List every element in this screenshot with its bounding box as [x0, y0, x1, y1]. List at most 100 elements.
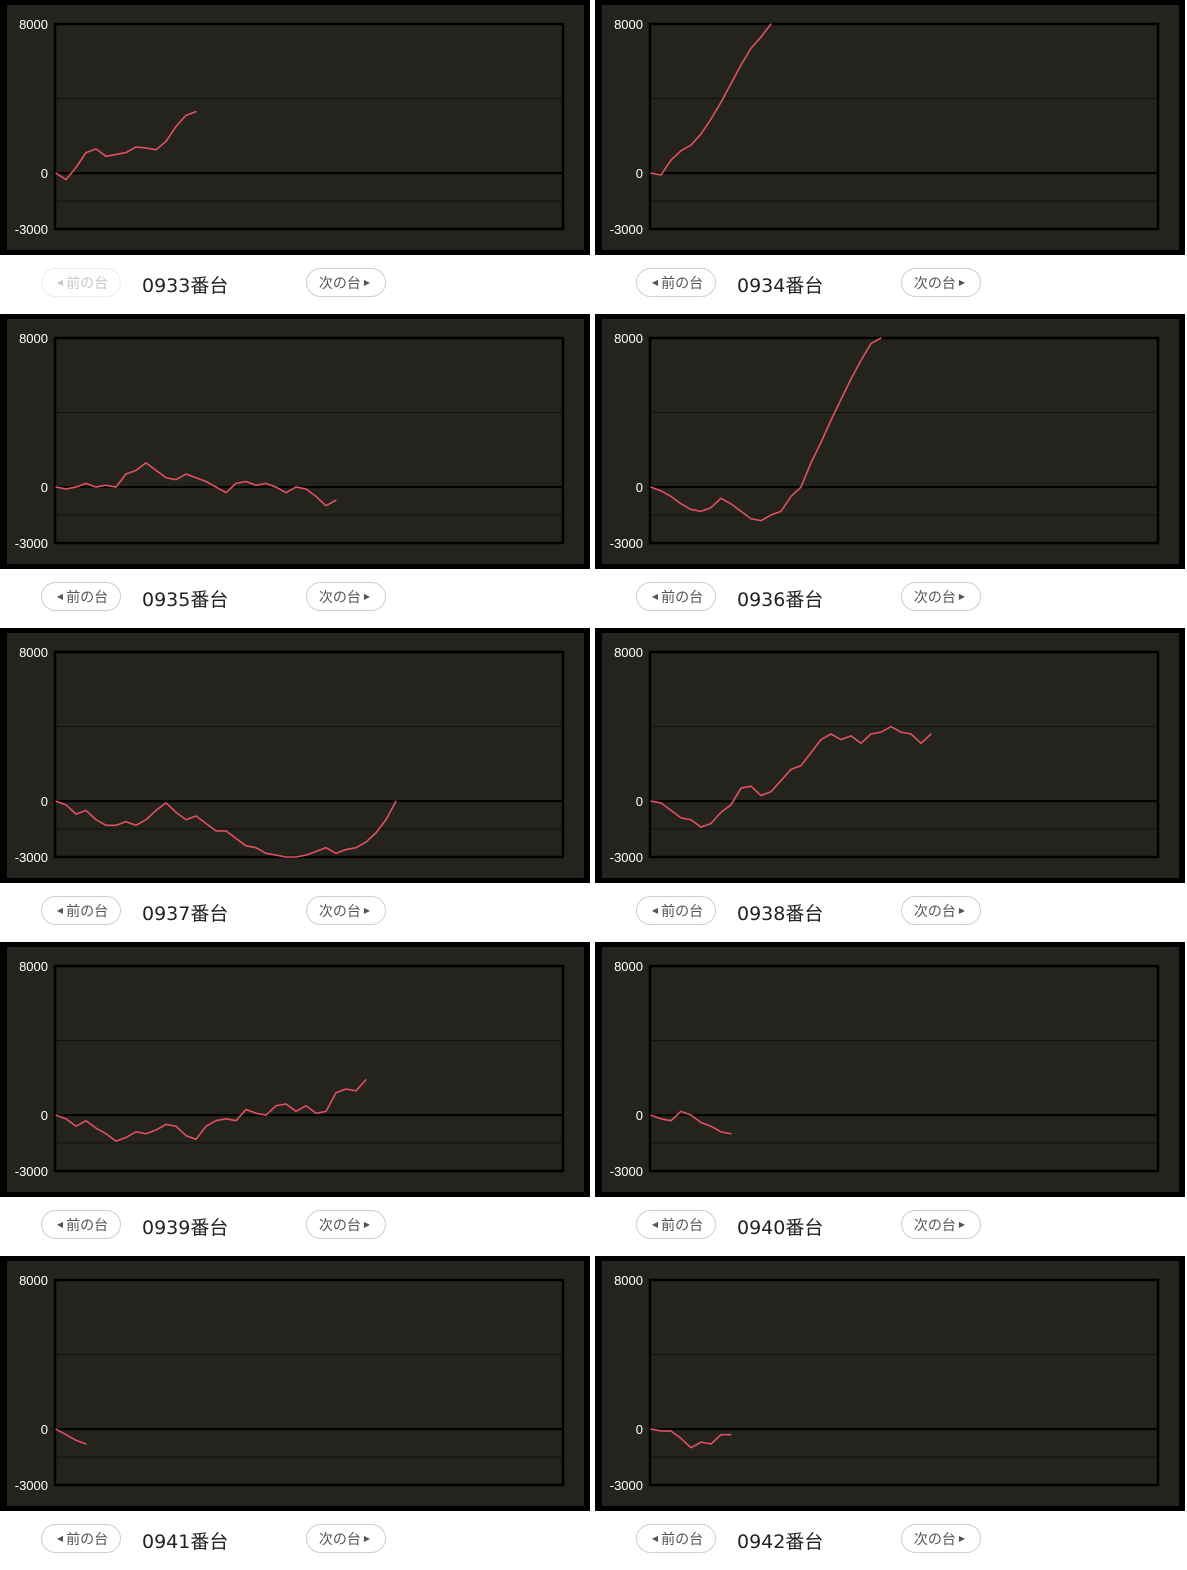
data-point: [225, 492, 227, 494]
machine-nav: ◀ 前の台 0934番台 次の台 ▶: [595, 255, 1187, 314]
data-point: [155, 149, 157, 151]
data-point: [720, 101, 722, 103]
data-point: [680, 150, 682, 152]
chart-background: [602, 5, 1179, 250]
data-point: [195, 1138, 197, 1140]
data-point: [710, 1125, 712, 1127]
y-tick-label: 0: [636, 480, 643, 495]
series-line: [55, 1428, 87, 1445]
data-point: [650, 1114, 652, 1116]
graph-panel: 8000 0 -3000: [595, 942, 1185, 1197]
next-machine-button[interactable]: 次の台 ▶: [901, 268, 981, 297]
plot-frame: [648, 22, 1160, 231]
machine-title: 0936番台: [737, 589, 824, 611]
data-point: [680, 503, 682, 505]
next-machine-button[interactable]: 次の台 ▶: [901, 1210, 981, 1239]
data-point: [125, 473, 127, 475]
data-point: [75, 166, 77, 169]
prev-label: 前の台: [661, 589, 704, 606]
data-point: [810, 462, 812, 464]
machine-card: 8000 0 -3000 ◀ 前の台 0941番台 次の台 ▶: [0, 1256, 592, 1570]
data-point: [125, 820, 127, 823]
data-point: [135, 146, 137, 148]
data-point: [660, 1430, 662, 1432]
next-machine-button[interactable]: 次の台 ▶: [901, 1524, 981, 1553]
data-point: [760, 36, 762, 38]
data-point: [75, 813, 77, 815]
data-point: [660, 802, 662, 804]
next-label: 次の台: [318, 1531, 361, 1548]
data-point: [800, 765, 802, 767]
caret-right-icon: ▶: [958, 1534, 966, 1543]
plot-frame: [53, 964, 565, 1173]
plot-frame: [648, 650, 1160, 859]
next-label: 次の台: [913, 1217, 956, 1234]
prev-machine-button[interactable]: ◀ 前の台: [41, 1524, 121, 1553]
machine-title: 0942番台: [737, 1531, 824, 1553]
data-point: [730, 1133, 732, 1135]
data-point: [95, 486, 97, 488]
data-point: [125, 151, 127, 154]
data-point: [115, 153, 117, 156]
machine-card: 8000 0 -3000 ◀ 前の台 0937番台 次の台 ▶: [0, 628, 592, 942]
data-point: [780, 779, 782, 782]
y-tick-label: -3000: [15, 222, 48, 237]
next-machine-button[interactable]: 次の台 ▶: [306, 268, 386, 297]
prev-machine-button[interactable]: ◀ 前の台: [41, 1210, 121, 1239]
data-point: [235, 837, 237, 839]
data-point: [820, 738, 822, 741]
data-point: [315, 495, 317, 498]
next-label: 次の台: [318, 1217, 361, 1234]
next-machine-button[interactable]: 次の台 ▶: [306, 582, 386, 611]
prev-machine-button[interactable]: ◀ 前の台: [636, 1210, 716, 1239]
prev-machine-button[interactable]: ◀ 前の台: [41, 896, 121, 925]
data-point: [850, 735, 852, 737]
data-point: [285, 1103, 287, 1105]
data-point: [255, 847, 257, 849]
plot-frame: [648, 964, 1160, 1173]
prev-machine-button[interactable]: ◀ 前の台: [636, 1524, 716, 1553]
machine-nav: ◀ 前の台 0941番台 次の台 ▶: [0, 1511, 592, 1570]
next-label: 次の台: [913, 275, 956, 292]
data-point: [145, 1133, 147, 1135]
data-point: [385, 819, 387, 821]
data-point: [125, 1136, 127, 1139]
data-point: [105, 484, 107, 486]
data-point: [85, 482, 87, 484]
prev-machine-button[interactable]: ◀ 前の台: [636, 582, 716, 611]
next-machine-button[interactable]: 次の台 ▶: [901, 896, 981, 925]
machine-title: 0939番台: [142, 1217, 229, 1239]
line-chart: 8000 0 -3000: [602, 5, 1179, 250]
data-point: [55, 172, 57, 174]
machine-card: 8000 0 -3000 ◀ 前の台 0934番台 次の台 ▶: [595, 0, 1187, 314]
graph-panel: 8000 0 -3000: [595, 1256, 1185, 1511]
data-point: [95, 819, 97, 821]
caret-left-icon: ◀: [651, 592, 659, 601]
next-machine-button[interactable]: 次の台 ▶: [901, 582, 981, 611]
data-point: [305, 488, 307, 490]
data-point: [660, 1118, 662, 1120]
prev-machine-button[interactable]: ◀ 前の台: [636, 268, 716, 297]
data-point: [195, 110, 197, 113]
data-point: [135, 469, 137, 471]
data-point: [730, 804, 732, 806]
y-tick-label: 8000: [614, 1273, 643, 1288]
prev-machine-button[interactable]: ◀ 前の台: [41, 582, 121, 611]
prev-machine-button[interactable]: ◀ 前の台: [41, 268, 121, 297]
data-point: [345, 848, 347, 851]
data-point: [770, 514, 772, 516]
next-machine-button[interactable]: 次の台 ▶: [306, 1524, 386, 1553]
prev-machine-button[interactable]: ◀ 前の台: [636, 896, 716, 925]
data-point: [65, 488, 67, 490]
next-machine-button[interactable]: 次の台 ▶: [306, 896, 386, 925]
y-tick-label: 0: [636, 794, 643, 809]
data-point: [770, 23, 772, 25]
y-tick-label: -3000: [15, 536, 48, 551]
chart-background: [602, 947, 1179, 1192]
y-tick-label: 8000: [19, 645, 48, 660]
caret-left-icon: ◀: [56, 278, 64, 287]
next-machine-button[interactable]: 次の台 ▶: [306, 1210, 386, 1239]
y-tick-label: 8000: [614, 331, 643, 346]
data-point: [95, 1127, 97, 1129]
data-point: [55, 1428, 57, 1430]
